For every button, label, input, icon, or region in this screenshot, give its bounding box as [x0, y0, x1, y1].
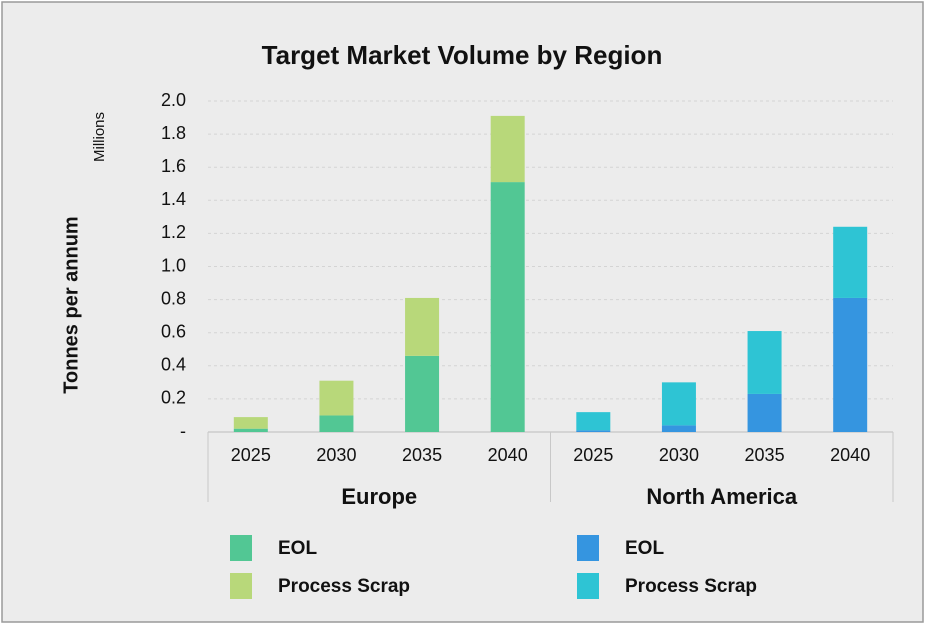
- legend-label: EOL: [625, 538, 664, 559]
- y-tick-label: 0.8: [161, 288, 186, 308]
- bar: [833, 297, 868, 432]
- x-tick-label: 2040: [830, 445, 870, 465]
- y-tick-label: 1.6: [161, 156, 186, 176]
- bar: [490, 115, 525, 183]
- x-tick-label: 2035: [745, 445, 785, 465]
- bar: [661, 382, 696, 426]
- y-tick-label: 1.8: [161, 123, 186, 143]
- legend-label: EOL: [278, 538, 317, 559]
- y-tick-label: 1.2: [161, 222, 186, 242]
- x-tick-label: 2030: [659, 445, 699, 465]
- legend-swatch: [230, 535, 252, 561]
- chart-title: Target Market Volume by Region: [262, 40, 663, 70]
- bar: [747, 393, 782, 432]
- bar: [576, 412, 611, 431]
- y-tick-label: 0.2: [161, 388, 186, 408]
- group-label: Europe: [341, 484, 417, 509]
- y-tick-label: 2.0: [161, 90, 186, 110]
- bar: [747, 331, 782, 394]
- y-tick-label: 1.0: [161, 255, 186, 275]
- bar: [661, 425, 696, 432]
- legend-label: Process Scrap: [625, 576, 757, 597]
- legend-swatch: [230, 573, 252, 599]
- bar: [233, 428, 268, 432]
- x-tick-label: 2025: [573, 445, 613, 465]
- legend-swatch: [577, 573, 599, 599]
- bar: [833, 226, 868, 298]
- legend-swatch: [577, 535, 599, 561]
- legend-label: Process Scrap: [278, 576, 410, 597]
- y-axis-title: Tonnes per annum: [60, 216, 82, 393]
- bar: [405, 297, 440, 356]
- y-tick-label: 0.6: [161, 321, 186, 341]
- group-label: North America: [646, 484, 798, 509]
- y-tick-label: 0.4: [161, 355, 186, 375]
- y-tick-label: -: [180, 421, 186, 441]
- bar: [233, 417, 268, 429]
- bar: [405, 355, 440, 432]
- x-tick-label: 2025: [231, 445, 271, 465]
- y-tick-label: 1.4: [161, 189, 186, 209]
- bar: [319, 415, 354, 432]
- bar: [490, 182, 525, 432]
- x-tick-label: 2035: [402, 445, 442, 465]
- y-axis-unit: Millions: [91, 112, 108, 162]
- x-tick-label: 2030: [316, 445, 356, 465]
- x-tick-label: 2040: [488, 445, 528, 465]
- bar: [576, 430, 611, 432]
- bar: [319, 380, 354, 416]
